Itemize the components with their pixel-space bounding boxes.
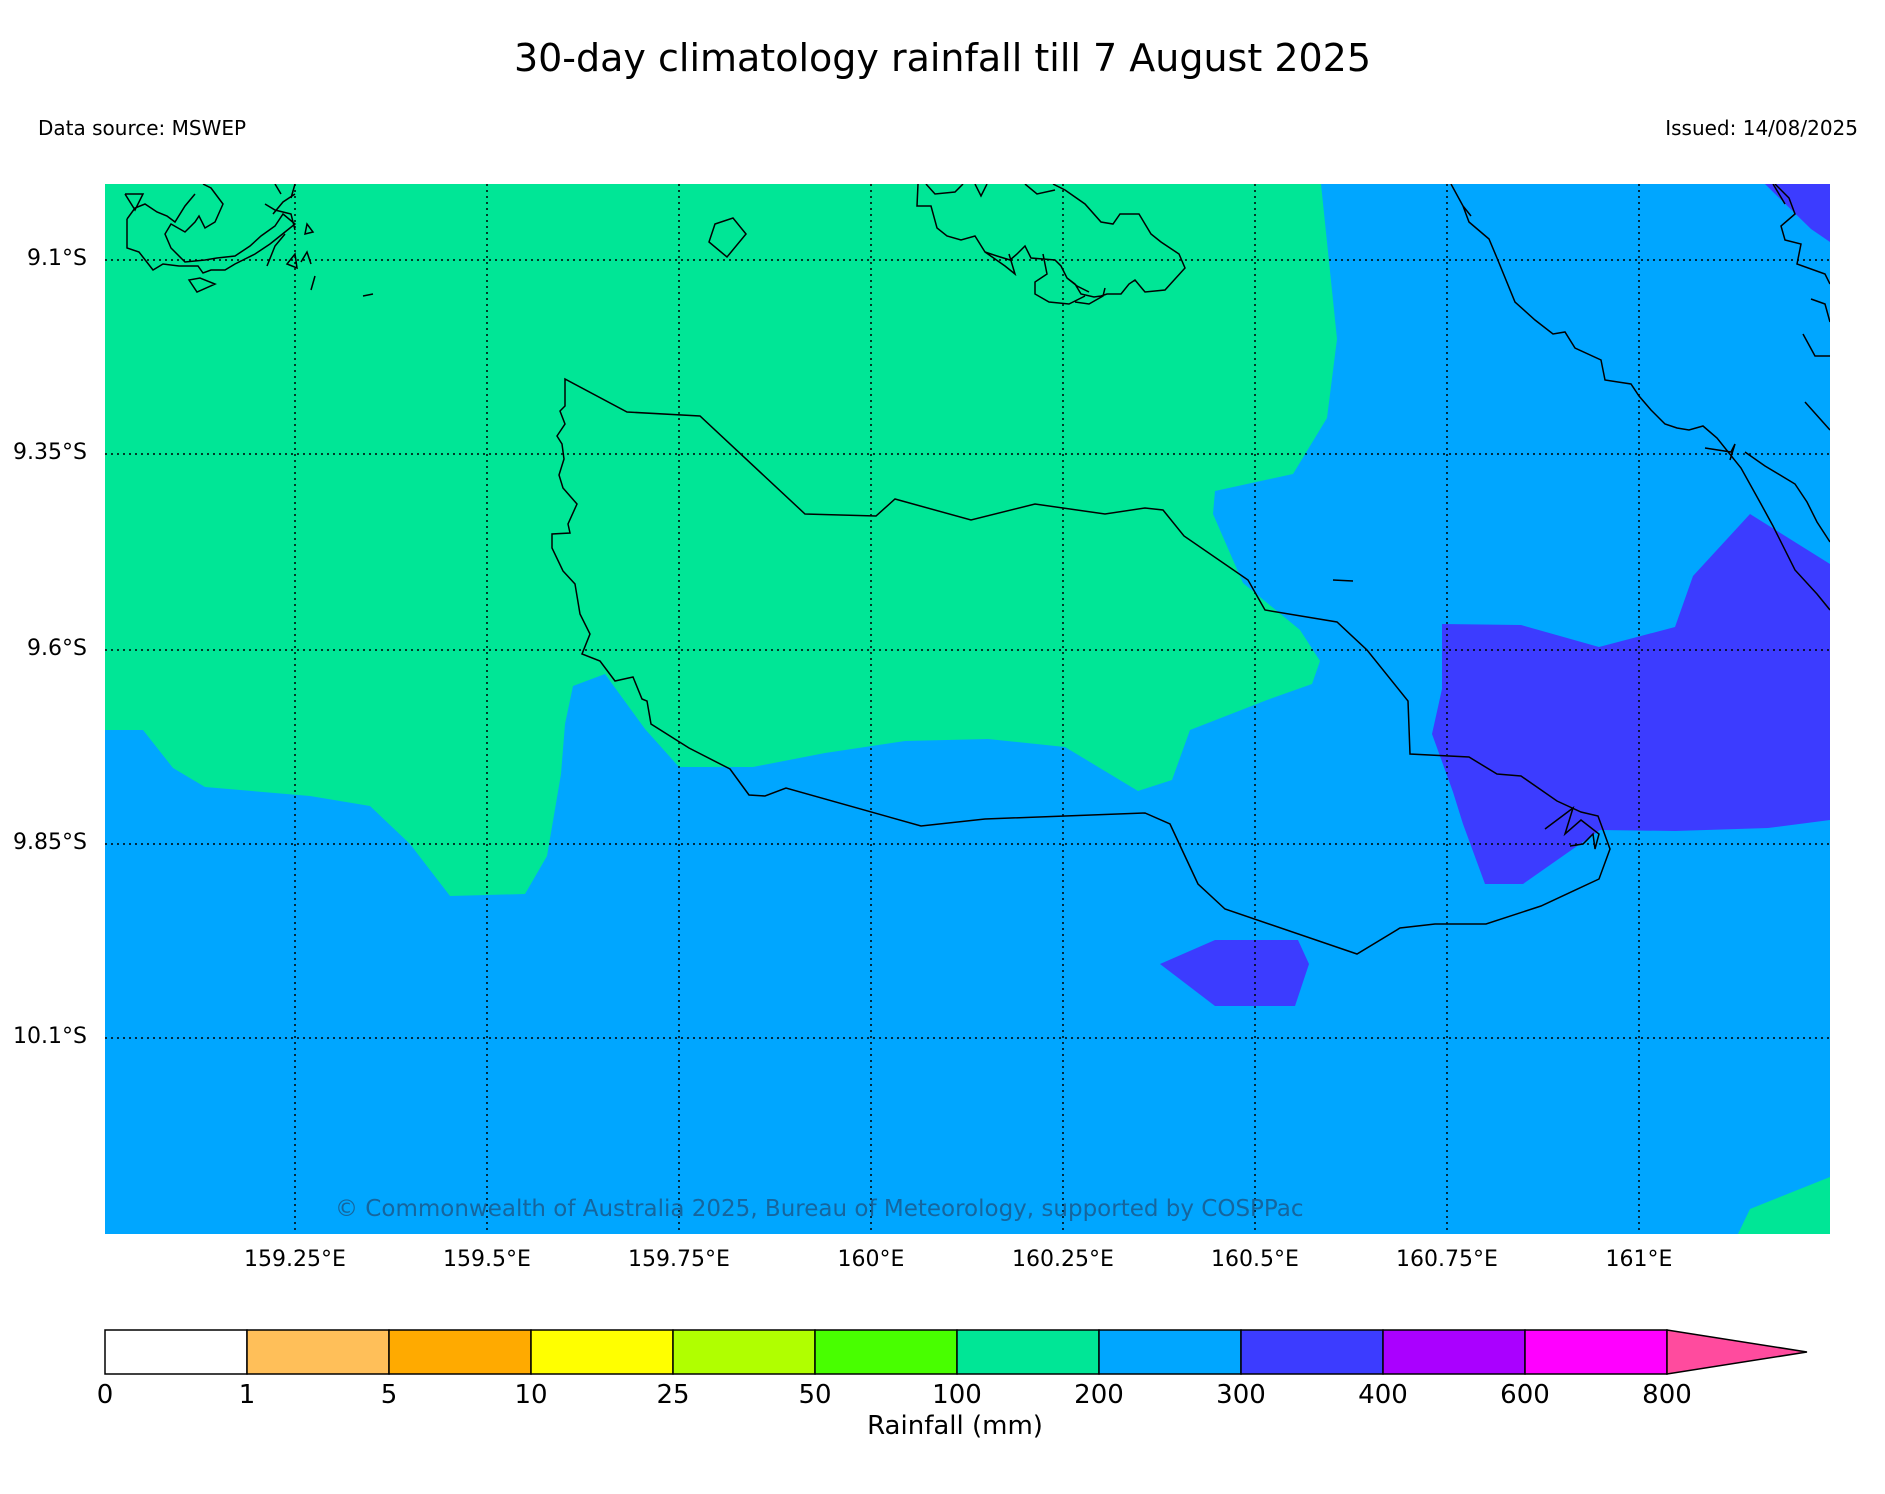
- lat-label-9-1: 9.1°S: [27, 246, 87, 271]
- lat-label-9-6: 9.6°S: [27, 636, 87, 661]
- colorbar-segment: [1240, 1329, 1384, 1375]
- colorbar-segment: [814, 1329, 958, 1375]
- lat-label-10-1: 10.1°S: [13, 1024, 87, 1049]
- region-100-200-se: [1738, 1177, 1830, 1234]
- region-100-200: [105, 184, 1337, 896]
- colorbar-tick-label: 600: [1500, 1380, 1550, 1410]
- lon-label-159-5: 159.5°E: [443, 1247, 531, 1272]
- map-title: 30-day climatology rainfall till 7 Augus…: [513, 36, 1372, 80]
- lon-label-159-75: 159.75°E: [628, 1247, 730, 1272]
- colorbar-segment: [956, 1329, 1100, 1375]
- colorbar-segment: [530, 1329, 674, 1375]
- colorbar-tick-label: 0: [96, 1380, 114, 1410]
- colorbar-tick-label: 50: [798, 1380, 832, 1410]
- lat-label-9-85: 9.85°S: [13, 830, 87, 855]
- coastlines: [124, 184, 1830, 955]
- lon-label-159-25: 159.25°E: [244, 1247, 346, 1272]
- colorbar-segment: [1382, 1329, 1526, 1375]
- colorbar-tick-label: 100: [932, 1380, 982, 1410]
- copyright-notice: © Commonwealth of Australia 2025, Bureau…: [335, 1196, 1304, 1222]
- lon-label-160-25: 160.25°E: [1012, 1247, 1114, 1272]
- colorbar-segment: [1524, 1329, 1668, 1375]
- colorbar-tick-label: 5: [380, 1380, 398, 1410]
- colorbar: [104, 1329, 1808, 1375]
- coastline-southeast-hook: [1544, 806, 1600, 850]
- lon-label-161: 161°E: [1605, 1247, 1673, 1272]
- coastline-east-islets: [1704, 184, 1830, 543]
- region-300-400-se: [1432, 514, 1830, 884]
- colorbar-tick-label: 300: [1216, 1380, 1266, 1410]
- coastline-main-island: [551, 377, 1611, 955]
- colorbar-tick-label: 200: [1074, 1380, 1124, 1410]
- colorbar-tick-label: 25: [656, 1380, 690, 1410]
- colorbar-segment: [1098, 1329, 1242, 1375]
- issued-date: Issued: 14/08/2025: [1665, 116, 1858, 140]
- graticule: [105, 184, 1830, 1234]
- colorbar-tick-label: 400: [1358, 1380, 1408, 1410]
- colorbar-tick-label: 10: [514, 1380, 548, 1410]
- lon-label-160-75: 160.75°E: [1396, 1247, 1498, 1272]
- colorbar-segment: [104, 1329, 248, 1375]
- coastline-small-dash: [1332, 579, 1354, 582]
- coastline-florida-islands: [916, 184, 1186, 305]
- colorbar-label: Rainfall (mm): [867, 1411, 1043, 1441]
- region-300-400-patch: [1160, 940, 1309, 1006]
- coastline-nw-islands: [124, 184, 374, 297]
- data-source: Data source: MSWEP: [38, 116, 247, 140]
- lat-label-9-35: 9.35°S: [13, 440, 87, 465]
- colorbar-tick-label: 800: [1642, 1380, 1692, 1410]
- colorbar-tick-label: 1: [238, 1380, 256, 1410]
- lon-label-160: 160°E: [837, 1247, 905, 1272]
- coastline-islet-west: [708, 217, 747, 259]
- colorbar-segment: [388, 1329, 532, 1375]
- colorbar-segment: [672, 1329, 816, 1375]
- lon-label-160-5: 160.5°E: [1211, 1247, 1299, 1272]
- colorbar-segment: [246, 1329, 390, 1375]
- colorbar-extension: [1666, 1329, 1808, 1375]
- rainfall-map: © Commonwealth of Australia 2025, Bureau…: [105, 184, 1830, 1234]
